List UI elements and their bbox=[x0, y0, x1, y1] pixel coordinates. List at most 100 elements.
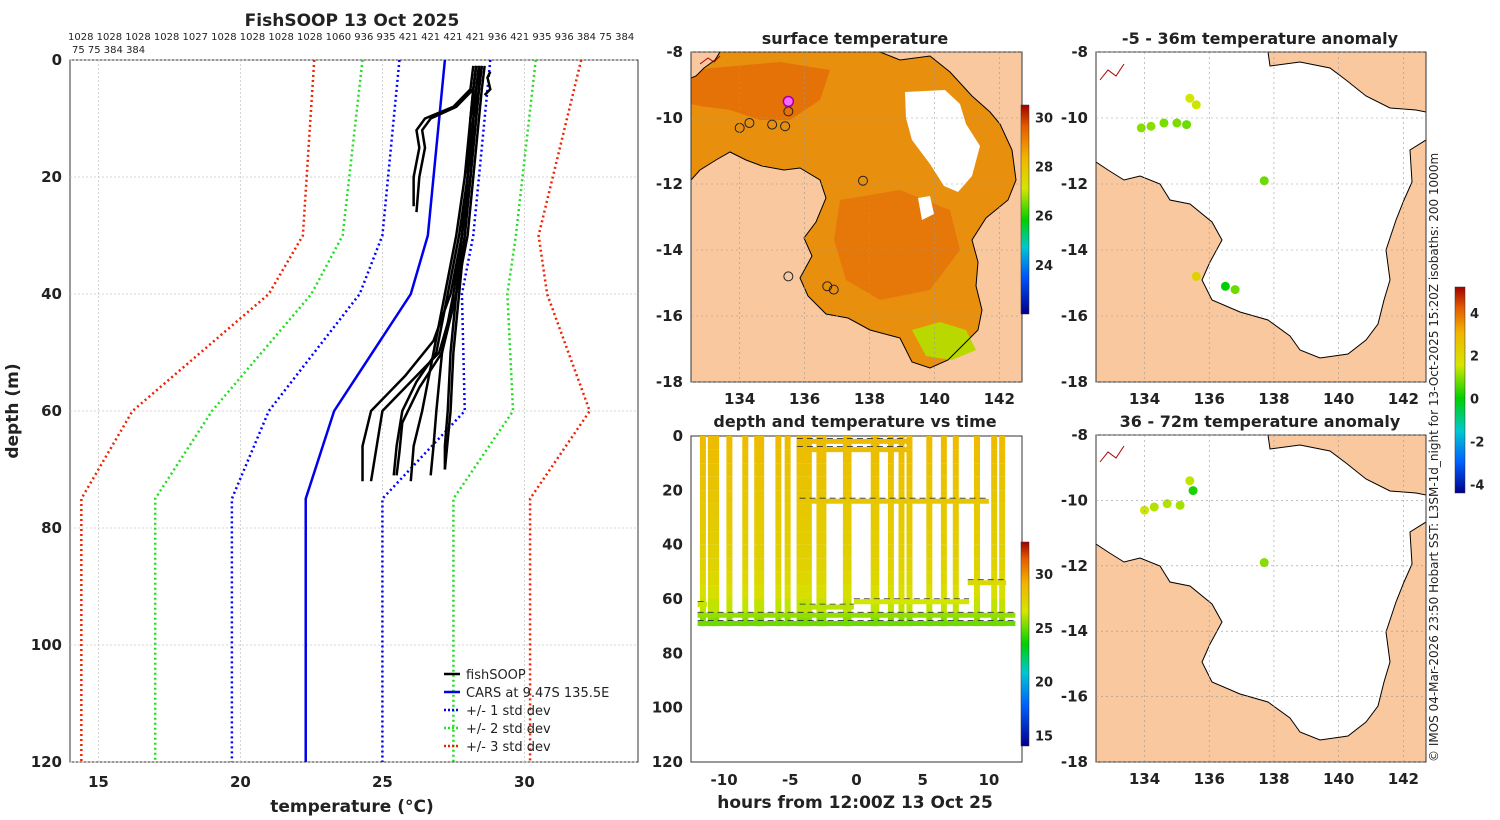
sst-map-panel: surface temperature 134 136 138 140 142 -8 -10… bbox=[656, 29, 1053, 408]
map-ytick-label: -10 bbox=[1061, 491, 1088, 509]
anom-point-6 bbox=[1259, 558, 1269, 568]
sst-colorbar bbox=[1020, 104, 1030, 315]
map-ytick-label: -10 bbox=[1061, 109, 1088, 127]
fishsoop-profile-9 bbox=[415, 65, 478, 213]
anom-shallow-title: -5 - 36m temperature anomaly bbox=[1122, 29, 1399, 48]
profile-ticks: 15 20 25 30 0 20 40 60 80 100 120 bbox=[31, 51, 535, 791]
anom-point-3 bbox=[1146, 121, 1156, 131]
sst-colorbar-tick-label: 30 bbox=[1035, 111, 1053, 126]
anom-deep-river bbox=[1099, 445, 1125, 463]
fishsoop-profile-10 bbox=[483, 71, 492, 96]
anom-shallow-land-south bbox=[1096, 139, 1426, 382]
map-ytick-label: -10 bbox=[656, 109, 683, 127]
map-xtick-label: 138 bbox=[1258, 390, 1289, 408]
dt-xtick-label: 10 bbox=[978, 771, 999, 789]
legend-label-2: +/- 1 std dev bbox=[466, 704, 551, 719]
anom-deep-panel: 36 - 72m temperature anomaly 134 136 138 14… bbox=[1061, 286, 1484, 788]
dt-xtick-label: 5 bbox=[917, 771, 927, 789]
std-line-1std bbox=[381, 60, 492, 762]
anom-deep-land-north bbox=[1267, 435, 1426, 496]
anom-point-0 bbox=[1185, 476, 1195, 486]
anom-point-6 bbox=[1182, 120, 1192, 130]
sst-marker-3 bbox=[767, 119, 778, 130]
anom-deep-land-south bbox=[1096, 521, 1426, 762]
dt-colorbar-tick-label: 15 bbox=[1035, 729, 1053, 744]
sst-marker-4 bbox=[780, 121, 791, 132]
map-ytick-label: -14 bbox=[1061, 241, 1088, 259]
map-ytick-label: -18 bbox=[656, 373, 683, 391]
legend-label-0: fishSOOP bbox=[466, 668, 526, 683]
anom-point-10 bbox=[1230, 285, 1240, 295]
std-line-3std bbox=[528, 60, 592, 762]
anom-shallow-panel: -5 - 36m temperature anomaly 134 136 138 14… bbox=[1061, 29, 1427, 408]
anom-colorbar bbox=[1454, 286, 1466, 494]
std-line-3std bbox=[80, 60, 316, 762]
map-xtick-label: 140 bbox=[1323, 770, 1354, 788]
anom-point-2 bbox=[1136, 123, 1146, 133]
sst-colorbar-tick-label: 26 bbox=[1035, 210, 1053, 225]
depth-time-colorbar-ticks: 15 20 25 30 bbox=[1035, 568, 1053, 744]
anom-point-4 bbox=[1159, 118, 1169, 128]
dt-ytick-label: 100 bbox=[652, 699, 683, 717]
sst-map-title: surface temperature bbox=[762, 29, 949, 48]
sst-marker-2 bbox=[744, 117, 755, 128]
sst-river bbox=[699, 55, 721, 65]
map-xtick-label: 142 bbox=[1388, 770, 1419, 788]
profile-xlabel: temperature (°C) bbox=[270, 797, 434, 817]
dt-ytick-label: 40 bbox=[662, 536, 683, 554]
map-xtick-label: 140 bbox=[1323, 390, 1354, 408]
profile-lines bbox=[80, 60, 592, 762]
anom-shallow-content bbox=[1096, 52, 1426, 382]
fishsoop-profile-5 bbox=[361, 65, 478, 482]
sst-marker-7 bbox=[783, 271, 794, 282]
anom-shallow-ticks: 134 136 138 140 142 -8 -10 -12 -14 -16 -18 bbox=[1061, 43, 1426, 408]
sst-marker-5 bbox=[783, 106, 794, 117]
dt-ytick-label: 120 bbox=[652, 753, 683, 771]
sst-marker-9 bbox=[828, 284, 839, 295]
sst-colorbar-tick-label: 28 bbox=[1035, 160, 1053, 175]
map-ytick-label: -18 bbox=[1061, 753, 1088, 771]
depth-time-title: depth and temperature vs time bbox=[713, 412, 996, 431]
map-xtick-label: 134 bbox=[1129, 390, 1160, 408]
profile-ytick-label: 20 bbox=[41, 168, 62, 186]
map-xtick-label: 140 bbox=[919, 390, 950, 408]
anom-colorbar-tick-label: -2 bbox=[1470, 436, 1484, 451]
dt-colorbar-tick-label: 30 bbox=[1035, 568, 1053, 583]
dt-ytick-label: 0 bbox=[673, 427, 683, 445]
map-ytick-label: -12 bbox=[1061, 175, 1088, 193]
cars-mean-line bbox=[304, 60, 447, 762]
map-ytick-label: -18 bbox=[1061, 373, 1088, 391]
fishsoop-profile-8 bbox=[412, 65, 475, 207]
map-xtick-label: 142 bbox=[984, 390, 1015, 408]
profile-xtick-label: 20 bbox=[230, 773, 251, 791]
map-ytick-label: -16 bbox=[1061, 688, 1088, 706]
map-xtick-label: 142 bbox=[1388, 390, 1419, 408]
std-line-1std bbox=[230, 60, 401, 762]
profile-ytick-label: 40 bbox=[41, 285, 62, 303]
profile-panel: FishSOOP 13 Oct 2025 1028 1028 1028 1028… bbox=[3, 11, 639, 817]
profile-gridlines bbox=[70, 59, 638, 763]
dt-ytick-label: 60 bbox=[662, 590, 683, 608]
map-ytick-label: -12 bbox=[656, 175, 683, 193]
profile-subtitle-ids: 1028 1028 1028 1028 1027 1028 1028 1028 … bbox=[68, 32, 634, 43]
map-ytick-label: -8 bbox=[666, 43, 683, 61]
legend-label-4: +/- 3 std dev bbox=[466, 740, 551, 755]
side-note: © IMOS 04-Mar-2026 23:50 Hobart SST: L3S… bbox=[1427, 153, 1441, 762]
anom-point-4 bbox=[1162, 499, 1172, 509]
map-xtick-label: 138 bbox=[854, 390, 885, 408]
anom-deep-ticks: 134 136 138 140 142 -8 -10 -12 -14 -16 -18 bbox=[1061, 426, 1426, 788]
anom-deep-title: 36 - 72m temperature anomaly bbox=[1120, 412, 1401, 431]
dt-xtick-label: 0 bbox=[851, 771, 861, 789]
fishsoop-profile-7 bbox=[443, 65, 481, 470]
map-xtick-label: 138 bbox=[1258, 770, 1289, 788]
anom-colorbar-tick-label: 4 bbox=[1470, 307, 1479, 322]
map-ytick-label: -8 bbox=[1071, 43, 1088, 61]
sst-map-ticks: 134 136 138 140 142 -8 -10 -12 -14 -16 -18 bbox=[656, 43, 1022, 408]
anom-point-1 bbox=[1188, 486, 1198, 496]
depth-time-xlabel: hours from 12:00Z 13 Oct 25 bbox=[717, 793, 993, 813]
anom-colorbar-tick-label: 2 bbox=[1470, 350, 1479, 365]
profile-xtick-label: 25 bbox=[372, 773, 393, 791]
legend-label-1: CARS at 9.47S 135.5E bbox=[466, 686, 609, 701]
map-ytick-label: -14 bbox=[656, 241, 683, 259]
